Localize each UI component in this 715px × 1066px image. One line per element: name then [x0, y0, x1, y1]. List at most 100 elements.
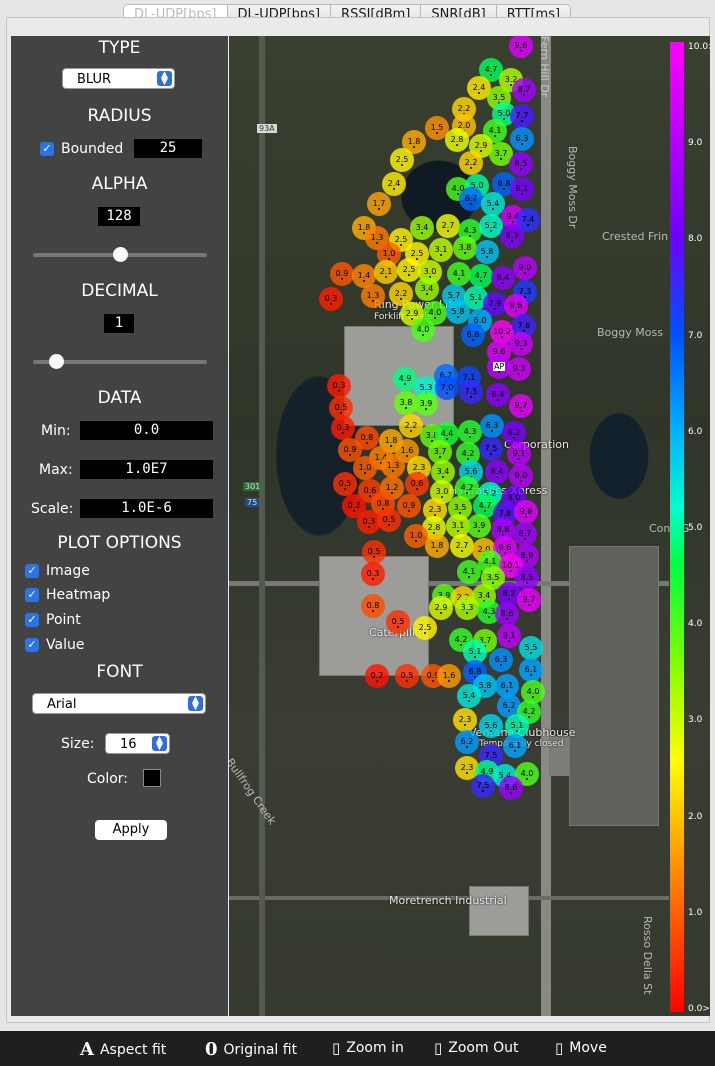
- measurement-point-value: 3.2: [505, 75, 518, 84]
- measurement-point-value: 5.1: [470, 293, 483, 302]
- zoom-in-button[interactable]: ▯ Zoom in: [332, 1039, 404, 1057]
- measurement-point-dot: [494, 308, 496, 310]
- font-color-swatch[interactable]: [143, 769, 161, 787]
- measurement-point-value: 0.5: [339, 479, 352, 488]
- measurement-point-value: 1.8: [385, 436, 398, 445]
- data-title: DATA: [97, 388, 142, 408]
- measurement-point: 6.7: [459, 187, 483, 211]
- bounded-checkbox[interactable]: ✓ Bounded: [40, 141, 123, 157]
- decimal-slider-knob[interactable]: [48, 354, 64, 369]
- max-field[interactable]: 1.0E7: [80, 460, 213, 479]
- measurement-point: 1.3: [361, 284, 385, 308]
- font-select[interactable]: Arial ▲ ▼: [32, 693, 206, 714]
- measurement-point-dot: [488, 616, 490, 618]
- measurement-point-dot: [432, 680, 434, 682]
- decimal-field[interactable]: 1: [104, 314, 134, 333]
- measurement-point: 7.4: [516, 208, 540, 232]
- measurement-point-dot: [344, 488, 346, 490]
- plot-options-title: PLOT OPTIONS: [57, 533, 182, 553]
- decimal-slider[interactable]: [33, 354, 207, 369]
- measurement-point-value: 9.6: [520, 507, 533, 516]
- measurement-point-value: 0.5: [368, 547, 381, 556]
- measurement-point-value: 1.4: [375, 453, 388, 462]
- measurement-point: 0.2: [342, 494, 366, 518]
- radius-field[interactable]: 25: [134, 139, 202, 158]
- measurement-point-circle: [509, 332, 533, 356]
- measurement-point: 8.7: [512, 78, 536, 102]
- measurement-point: 3.4: [410, 216, 434, 240]
- measurement-point-dot: [521, 193, 523, 195]
- image-checkbox[interactable]: ✓ Image: [25, 563, 90, 579]
- value-checkbox[interactable]: ✓ Value: [25, 637, 84, 653]
- aspect-fit-button[interactable]: A Aspect fit: [80, 1039, 166, 1060]
- measurement-point-value: 3.1: [452, 521, 465, 530]
- measurement-point-circle: [497, 582, 521, 606]
- measurement-point: 4.1: [457, 560, 481, 584]
- measurement-point-value: 1.0: [383, 249, 396, 258]
- measurement-point-value: 7.5: [485, 751, 498, 760]
- measurement-point-dot: [520, 168, 522, 170]
- measurement-point-circle: [491, 518, 515, 542]
- measurement-point: 3.0: [430, 480, 454, 504]
- measurement-point-circle: [452, 97, 476, 121]
- min-field[interactable]: 0.0: [80, 421, 213, 440]
- original-fit-button[interactable]: 0 Original fit: [205, 1039, 297, 1060]
- measurement-point: 8.2: [497, 582, 521, 606]
- measurement-point: 7.6: [512, 314, 536, 338]
- measurement-point-dot: [376, 242, 378, 244]
- alpha-field[interactable]: 128: [98, 207, 140, 226]
- colorbar-tick-label: 6.0: [688, 426, 703, 437]
- measurement-point-dot: [434, 317, 436, 319]
- measurement-point-value: 7.4: [522, 215, 535, 224]
- measurement-point-dot: [448, 680, 450, 682]
- measurement-point-circle: [394, 391, 418, 415]
- measurement-point-value: 2.3: [413, 463, 426, 472]
- measurement-point-value: 1.6: [443, 671, 456, 680]
- heatmap-checkbox[interactable]: ✓ Heatmap: [25, 587, 110, 603]
- measurement-point-value: 3.5: [487, 573, 500, 582]
- move-button[interactable]: ▯ Move: [555, 1039, 607, 1057]
- measurement-point-value: 4.1: [489, 126, 502, 135]
- measurement-point: 5.5: [519, 636, 543, 660]
- measurement-point-value: 6.3: [486, 421, 499, 430]
- measurement-point-circle: [503, 734, 527, 758]
- scale-field[interactable]: 1.0E-6: [80, 499, 213, 518]
- zoom-out-button[interactable]: ▯ Zoom Out: [434, 1039, 518, 1057]
- measurement-point-value: 6.0: [474, 316, 487, 325]
- measurement-point-dot: [521, 143, 523, 145]
- measurement-point-dot: [475, 302, 477, 304]
- measurement-point-dot: [330, 303, 332, 305]
- measurement-point-dot: [532, 696, 534, 698]
- heatmap-view[interactable]: Crested Frin Boggy Moss Boggy Moss Dr Co…: [229, 36, 710, 1016]
- measurement-point-value: 3.8: [400, 398, 413, 407]
- measurement-point: 2.5: [413, 616, 437, 640]
- measurement-point-dot: [413, 146, 415, 148]
- measurement-point: 3.5: [448, 496, 472, 520]
- measurement-point-value: 0.9: [403, 501, 416, 510]
- point-checkbox[interactable]: ✓ Point: [25, 612, 81, 628]
- measurement-point-circle: [390, 148, 414, 172]
- alpha-slider[interactable]: [33, 247, 207, 262]
- measurement-point: 0.3: [319, 287, 343, 311]
- measurement-point-value: 5.1: [511, 721, 524, 730]
- measurement-point-circle: [402, 130, 426, 154]
- measurement-point-dot: [466, 492, 468, 494]
- measurement-point: 6.2: [455, 730, 479, 754]
- apply-button[interactable]: Apply: [95, 820, 167, 840]
- measurement-point-value: 5.7: [448, 291, 461, 300]
- alpha-slider-knob[interactable]: [112, 247, 128, 262]
- size-select[interactable]: 16 ▲ ▼: [105, 733, 170, 754]
- measurement-point-value: 9.0: [515, 471, 528, 480]
- measurement-point-value: 9.1: [503, 631, 516, 640]
- measurement-point-value: 6.3: [495, 655, 508, 664]
- type-select[interactable]: BLUR ▲ ▼: [62, 68, 175, 89]
- measurement-point-dot: [510, 792, 512, 794]
- measurement-point: 1.0: [404, 524, 428, 548]
- access-point-marker[interactable]: AP: [493, 362, 506, 371]
- measurement-point: 8.6: [495, 602, 519, 626]
- measurement-point-dot: [527, 224, 529, 226]
- measurement-point-dot: [469, 436, 471, 438]
- measurement-point-dot: [372, 300, 374, 302]
- measurement-point-dot: [496, 476, 498, 478]
- measurement-point-dot: [506, 618, 508, 620]
